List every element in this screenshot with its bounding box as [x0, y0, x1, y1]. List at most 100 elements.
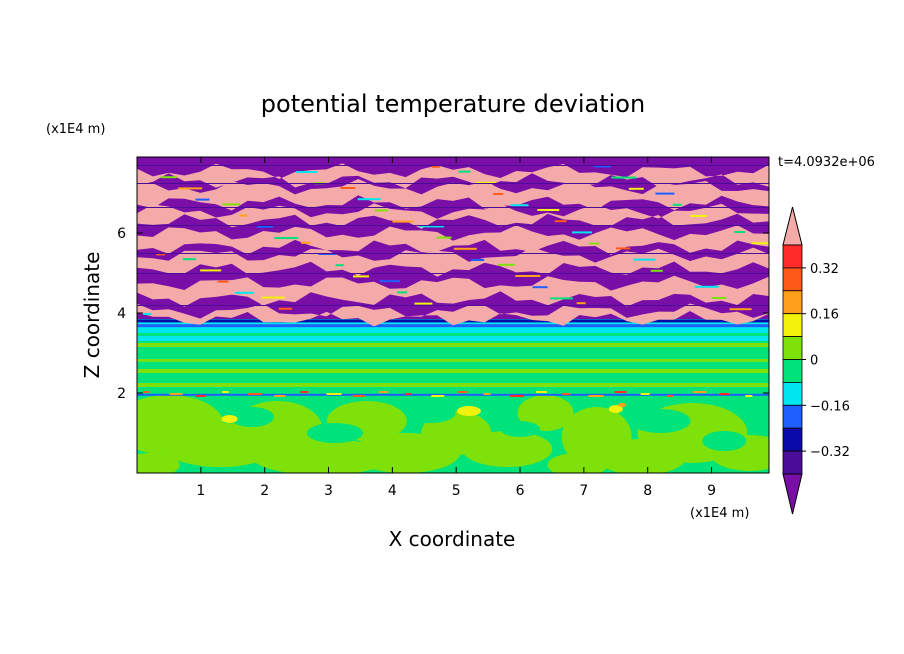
field-edge-streak	[200, 269, 222, 272]
field-line-dark	[137, 165, 769, 166]
field-edge-streak	[379, 280, 400, 283]
colorbar-box	[782, 336, 803, 360]
field-band-pink	[137, 179, 769, 211]
field-edge-streak	[537, 209, 560, 211]
field-streak	[666, 395, 673, 397]
colorbar-extend-bottom	[782, 473, 803, 515]
field-edge-streak	[217, 280, 229, 283]
field-streak	[431, 395, 445, 397]
field-streak-blue	[137, 393, 769, 396]
colorbar-box	[782, 359, 803, 383]
field-layer	[137, 343, 769, 347]
field-line-dark	[137, 273, 769, 274]
field-edge-streak	[729, 308, 752, 311]
field-edge-streak	[712, 297, 727, 299]
colorbar-box	[782, 313, 803, 338]
y-axis-ticks: 2 4 6	[117, 226, 769, 402]
field-edge-streak	[222, 203, 241, 206]
field-streak	[457, 391, 468, 393]
field-edge-streak	[160, 176, 177, 179]
x-tick-label: 2	[260, 483, 269, 499]
field-spot-yellow	[456, 406, 481, 416]
colorbar-label: 0	[810, 354, 818, 369]
field-edge-streak	[195, 198, 210, 201]
field-edge-streak	[471, 259, 485, 261]
field-streak	[352, 395, 365, 397]
field-edge-streak	[414, 302, 433, 305]
field-edge-streak	[234, 291, 254, 294]
colorbar-box	[782, 450, 803, 475]
plot-frame	[136, 156, 770, 474]
field-edge-streak	[576, 302, 586, 305]
field-edge-streak	[510, 204, 529, 207]
field-edge-streak	[734, 231, 746, 233]
colorbar-box	[782, 404, 803, 429]
field-edge-streak	[419, 225, 445, 228]
field-edge-streak	[392, 220, 414, 223]
time-label: t=4.0932e+06	[778, 155, 875, 170]
field-edge-streak	[397, 291, 408, 294]
colorbar-label: −0.32	[810, 445, 850, 460]
field-edge-streak	[335, 264, 344, 267]
field-edge-streak	[690, 215, 708, 217]
field-line-dark	[137, 225, 769, 226]
field-streak	[483, 393, 491, 395]
contour-field	[137, 157, 769, 473]
field-edge-streak	[458, 170, 471, 173]
field-edge-streak	[497, 263, 515, 266]
field-edge-streak	[554, 220, 567, 223]
field-streak	[640, 393, 650, 395]
field-edge-streak	[340, 187, 356, 189]
field-spot-yellow	[608, 405, 623, 413]
field-patch-negative	[405, 403, 456, 423]
field-band-pink	[137, 247, 769, 277]
colorbar-label: 0.32	[810, 262, 839, 277]
field-edge-streak	[274, 237, 299, 239]
field-edge-streak	[611, 176, 637, 179]
y-unit-label: (x1E4 m)	[46, 122, 105, 137]
field-band-pink	[137, 203, 769, 229]
field-edge-streak	[650, 269, 663, 272]
field-edge-streak	[453, 247, 477, 250]
colorbar-extend-top	[782, 206, 803, 246]
field-streak	[693, 391, 707, 393]
field-layer	[137, 351, 769, 355]
field-line-dark	[137, 305, 769, 306]
colorbar-box	[782, 427, 803, 452]
colorbar-label: 0.16	[810, 308, 839, 323]
field-edge-streak	[300, 241, 311, 244]
field-streak	[535, 391, 547, 393]
field-band-pink	[137, 275, 769, 307]
field-streak	[405, 393, 412, 395]
field-edge-streak	[375, 209, 389, 212]
y-axis-label: Z coordinate	[80, 252, 104, 379]
field-band-blue	[137, 324, 769, 328]
y-tick-label: 4	[117, 306, 126, 322]
field-streak	[195, 395, 206, 397]
x-tick-label: 6	[516, 483, 525, 499]
field-line-dark	[137, 183, 769, 184]
field-patch-positive	[547, 453, 608, 473]
field-edge-streak	[616, 247, 631, 250]
colorbar-box	[782, 267, 803, 292]
field-patch-positive	[517, 395, 574, 431]
field-line-dark	[137, 207, 769, 208]
field-edge-streak	[256, 225, 273, 228]
x-tick-label: 9	[707, 483, 716, 499]
x-tick-label: 8	[643, 483, 652, 499]
field-layer	[137, 369, 769, 373]
field-layer	[137, 359, 769, 362]
field-edge-streak	[589, 242, 600, 245]
field-edge-streak	[261, 296, 285, 299]
field-layer	[137, 383, 769, 387]
field-edge-streak	[672, 203, 682, 206]
y-tick-label: 2	[117, 386, 126, 402]
x-tick-label: 3	[324, 483, 333, 499]
field-patch-negative	[702, 431, 747, 451]
field-edge-streak	[353, 275, 370, 278]
field-patch-negative	[630, 409, 691, 433]
x-axis-ticks: 1 2 3 4 5 6 7 8 9	[196, 157, 716, 499]
field-edge-streak	[628, 187, 644, 190]
field-streak	[169, 393, 183, 395]
